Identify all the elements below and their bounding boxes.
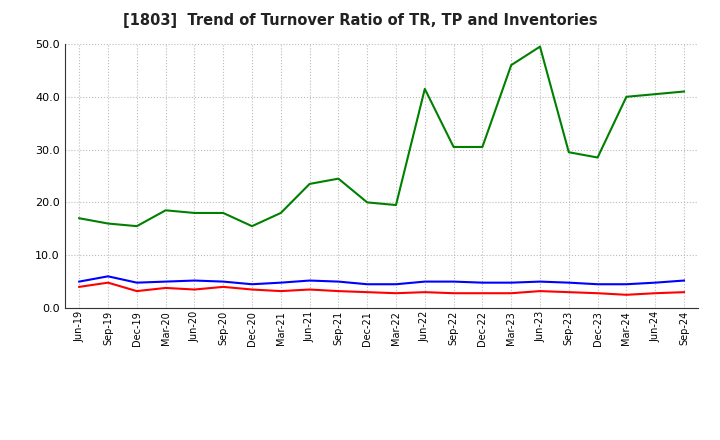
Inventories bbox=[564, 150, 573, 155]
Trade Payables bbox=[478, 280, 487, 285]
Trade Receivables bbox=[305, 287, 314, 292]
Text: [1803]  Trend of Turnover Ratio of TR, TP and Inventories: [1803] Trend of Turnover Ratio of TR, TP… bbox=[122, 13, 598, 28]
Trade Receivables bbox=[190, 287, 199, 292]
Trade Payables bbox=[593, 282, 602, 287]
Inventories bbox=[75, 216, 84, 221]
Trade Receivables bbox=[161, 285, 170, 290]
Inventories bbox=[190, 210, 199, 216]
Trade Payables bbox=[276, 280, 285, 285]
Inventories bbox=[622, 94, 631, 99]
Inventories bbox=[420, 86, 429, 92]
Inventories bbox=[449, 144, 458, 150]
Trade Payables bbox=[190, 278, 199, 283]
Trade Receivables bbox=[334, 289, 343, 294]
Trade Payables bbox=[622, 282, 631, 287]
Trade Payables bbox=[161, 279, 170, 284]
Trade Payables bbox=[334, 279, 343, 284]
Trade Payables bbox=[564, 280, 573, 285]
Inventories bbox=[593, 155, 602, 160]
Inventories bbox=[305, 181, 314, 187]
Trade Receivables bbox=[507, 290, 516, 296]
Line: Trade Payables: Trade Payables bbox=[79, 276, 684, 284]
Trade Payables bbox=[132, 280, 141, 285]
Inventories bbox=[536, 44, 544, 49]
Trade Payables bbox=[248, 282, 256, 287]
Inventories bbox=[363, 200, 372, 205]
Trade Receivables bbox=[536, 289, 544, 294]
Inventories bbox=[219, 210, 228, 216]
Trade Receivables bbox=[478, 290, 487, 296]
Trade Receivables bbox=[276, 289, 285, 294]
Trade Receivables bbox=[132, 289, 141, 294]
Inventories bbox=[132, 224, 141, 229]
Trade Payables bbox=[104, 274, 112, 279]
Trade Payables bbox=[536, 279, 544, 284]
Trade Receivables bbox=[622, 292, 631, 297]
Inventories bbox=[334, 176, 343, 181]
Trade Receivables bbox=[248, 287, 256, 292]
Trade Receivables bbox=[420, 290, 429, 295]
Trade Receivables bbox=[564, 290, 573, 295]
Trade Payables bbox=[507, 280, 516, 285]
Trade Payables bbox=[651, 280, 660, 285]
Trade Receivables bbox=[75, 284, 84, 290]
Trade Receivables bbox=[680, 290, 688, 295]
Inventories bbox=[478, 144, 487, 150]
Inventories bbox=[680, 89, 688, 94]
Trade Payables bbox=[420, 279, 429, 284]
Trade Payables bbox=[680, 278, 688, 283]
Trade Payables bbox=[75, 279, 84, 284]
Trade Receivables bbox=[651, 290, 660, 296]
Trade Receivables bbox=[219, 284, 228, 290]
Inventories bbox=[248, 224, 256, 229]
Line: Inventories: Inventories bbox=[79, 47, 684, 226]
Trade Payables bbox=[449, 279, 458, 284]
Trade Receivables bbox=[104, 280, 112, 285]
Trade Receivables bbox=[449, 290, 458, 296]
Inventories bbox=[507, 62, 516, 68]
Inventories bbox=[392, 202, 400, 208]
Inventories bbox=[161, 208, 170, 213]
Trade Receivables bbox=[392, 290, 400, 296]
Inventories bbox=[104, 221, 112, 226]
Inventories bbox=[651, 92, 660, 97]
Trade Receivables bbox=[593, 290, 602, 296]
Trade Receivables bbox=[363, 290, 372, 295]
Trade Payables bbox=[305, 278, 314, 283]
Inventories bbox=[276, 210, 285, 216]
Trade Payables bbox=[219, 279, 228, 284]
Trade Payables bbox=[363, 282, 372, 287]
Line: Trade Receivables: Trade Receivables bbox=[79, 282, 684, 295]
Trade Payables bbox=[392, 282, 400, 287]
